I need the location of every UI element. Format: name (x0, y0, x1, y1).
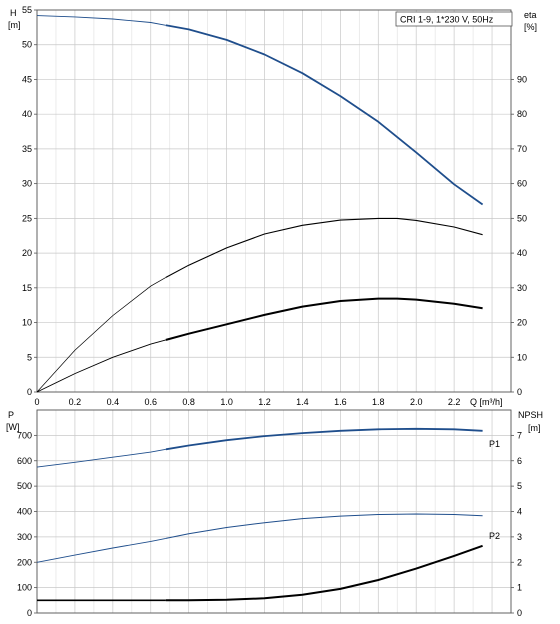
y-right-tick-label: 7 (517, 430, 522, 440)
bottom-y-right-label: NPSH (518, 410, 543, 420)
x-tick-label: 0.6 (145, 397, 158, 407)
y-right-tick-label: 0 (517, 387, 522, 397)
chart-title: CRI 1-9, 1*230 V, 50Hz (400, 15, 494, 25)
y-left-tick-label: 15 (22, 283, 32, 293)
curve-segment (165, 24, 484, 206)
y-right-tick-label: 3 (517, 532, 522, 542)
y-left-tick-label: 700 (17, 430, 32, 440)
x-tick-label: 0.4 (107, 397, 120, 407)
y-right-tick-label: 1 (517, 583, 522, 593)
x-tick-label: 0.2 (69, 397, 82, 407)
bottom-y-left-label: P (8, 410, 14, 420)
x-tick-label: 1.4 (296, 397, 309, 407)
x-tick-label: 0.8 (182, 397, 195, 407)
curve-segment (36, 537, 166, 563)
x-tick-label: 2.2 (448, 397, 461, 407)
top-y-right-label: eta (524, 10, 537, 20)
top-y-left-label: H (10, 8, 17, 18)
y-left-tick-label: 0 (27, 387, 32, 397)
x-axis-label: Q [m³/h] (470, 397, 503, 407)
x-tick-label: 1.8 (372, 397, 385, 407)
y-left-tick-label: 40 (22, 109, 32, 119)
y-left-tick-label: 50 (22, 40, 32, 50)
curve-segment (36, 339, 167, 393)
curve-segment (165, 544, 483, 602)
y-right-tick-label: 10 (517, 352, 527, 362)
x-tick-label: 1.0 (220, 397, 233, 407)
y-right-tick-label: 70 (517, 144, 527, 154)
y-left-tick-label: 55 (22, 5, 32, 15)
series-label-p2: P2 (489, 531, 500, 541)
y-left-tick-label: 10 (22, 318, 32, 328)
tick-labels: 0510152025303540455055010203040506070809… (17, 5, 527, 618)
y-left-tick-label: 0 (27, 608, 32, 618)
curve-segment (36, 277, 167, 393)
curve-segment (36, 448, 166, 468)
y-right-tick-label: 60 (517, 179, 527, 189)
plot-frames (36, 9, 512, 614)
y-right-tick-label: 40 (517, 248, 527, 258)
curve-segment (165, 217, 483, 278)
y-right-tick-label: 20 (517, 318, 527, 328)
y-right-tick-label: 0 (517, 608, 522, 618)
bottom-y-right-unit: [m] (528, 423, 541, 433)
x-tick-label: 1.6 (334, 397, 347, 407)
x-tick-label: 1.2 (258, 397, 271, 407)
y-left-tick-label: 20 (22, 248, 32, 258)
x-tick-label: 0 (34, 397, 39, 407)
y-left-tick-label: 5 (27, 352, 32, 362)
y-left-tick-label: 25 (22, 213, 32, 223)
y-left-tick-label: 45 (22, 74, 32, 84)
curve-segment (165, 297, 483, 341)
top-y-left-unit: [m] (8, 20, 21, 30)
curve-segment (165, 427, 483, 451)
y-right-tick-label: 90 (517, 74, 527, 84)
y-left-tick-label: 500 (17, 481, 32, 491)
curve-segment (36, 15, 166, 26)
y-left-tick-label: 35 (22, 144, 32, 154)
y-left-tick-label: 300 (17, 532, 32, 542)
y-right-tick-label: 30 (517, 283, 527, 293)
y-right-tick-label: 5 (517, 481, 522, 491)
curves (36, 15, 484, 602)
y-right-tick-label: 50 (517, 213, 527, 223)
y-right-tick-label: 2 (517, 557, 522, 567)
y-right-tick-label: 6 (517, 456, 522, 466)
bottom-y-left-unit: [W] (6, 422, 20, 432)
top-y-right-unit: [%] (524, 22, 537, 32)
y-left-tick-label: 600 (17, 456, 32, 466)
plot-frame (36, 9, 512, 393)
y-right-tick-label: 4 (517, 507, 522, 517)
grid (36, 9, 512, 614)
x-tick-label: 2.0 (410, 397, 423, 407)
y-left-tick-label: 30 (22, 179, 32, 189)
title-box (395, 11, 513, 27)
curve-segment (165, 513, 483, 539)
y-left-tick-label: 100 (17, 583, 32, 593)
y-left-tick-label: 400 (17, 507, 32, 517)
y-left-tick-label: 200 (17, 557, 32, 567)
y-right-tick-label: 80 (517, 109, 527, 119)
series-label-p1: P1 (489, 439, 500, 449)
